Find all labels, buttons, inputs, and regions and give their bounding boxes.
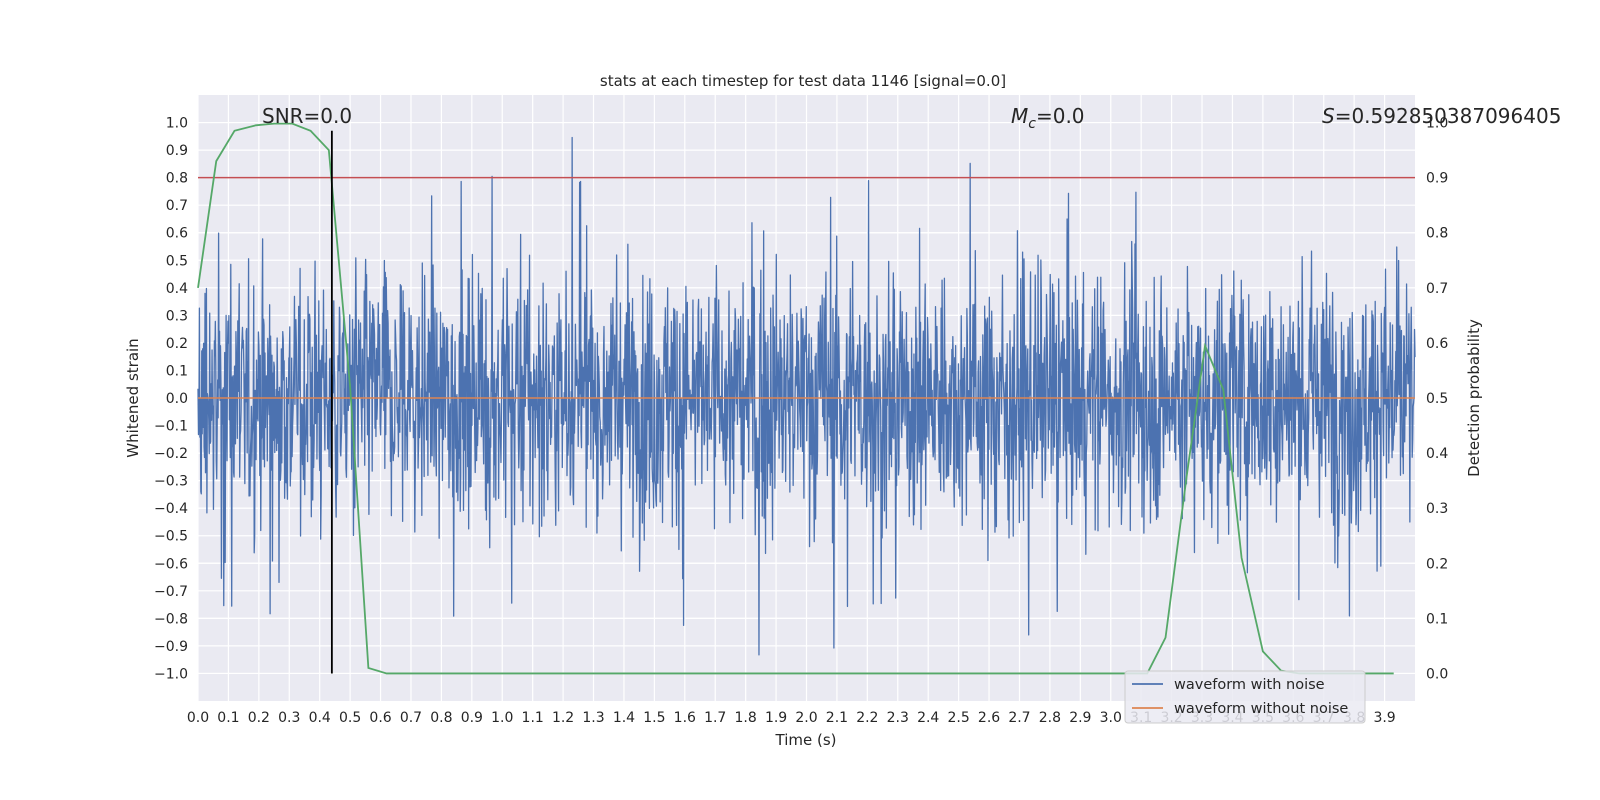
legend: waveform with noise waveform without noi… bbox=[1124, 670, 1366, 724]
probability-trace bbox=[197, 122, 1394, 675]
s-value: =0.592850387096405 bbox=[1335, 104, 1562, 128]
y-tick-label: −0.1 bbox=[154, 419, 188, 435]
legend-box bbox=[1124, 670, 1366, 724]
y2-tick-label: 1.0 bbox=[1426, 116, 1448, 132]
s-annotation: S=0.592850387096405 bbox=[1322, 104, 1561, 128]
y2-axis-label: Detection probability bbox=[1465, 319, 1483, 477]
mc-annotation: Mc=0.0 bbox=[1011, 104, 1085, 132]
x-tick-label: 2.8 bbox=[1039, 710, 1061, 726]
y-tick-label: −0.4 bbox=[154, 501, 188, 517]
y-tick-label: 1.0 bbox=[166, 116, 188, 132]
x-tick-label: 2.3 bbox=[887, 710, 909, 726]
y-tick-label: −1.0 bbox=[154, 666, 188, 682]
x-tick-label: 2.9 bbox=[1069, 710, 1091, 726]
snr-annotation: SNR=0.0 bbox=[262, 104, 352, 128]
x-tick-label: 1.7 bbox=[704, 710, 726, 726]
y2-tick-label: 0.0 bbox=[1426, 666, 1448, 682]
x-tick-label: 3.0 bbox=[1100, 710, 1122, 726]
y-tick-label: 0.7 bbox=[166, 198, 188, 214]
x-tick-label: 3.9 bbox=[1373, 710, 1395, 726]
x-tick-label: 1.5 bbox=[643, 710, 665, 726]
y-tick-label: 0.1 bbox=[166, 363, 188, 379]
y-tick-label: −0.7 bbox=[154, 584, 188, 600]
y-tick-label: −0.9 bbox=[154, 639, 188, 655]
mc-symbol: M bbox=[1011, 104, 1028, 128]
x-tick-label: 1.2 bbox=[552, 710, 574, 726]
x-tick-label: 2.6 bbox=[978, 710, 1000, 726]
chart-title: stats at each timestep for test data 114… bbox=[600, 72, 1006, 90]
y2-tick-label: 0.5 bbox=[1426, 391, 1448, 407]
series-detection-probability bbox=[197, 122, 1394, 675]
y-tick-label: −0.6 bbox=[154, 556, 188, 572]
y-tick-label: 0.6 bbox=[166, 226, 188, 242]
x-tick-label: 0.1 bbox=[217, 710, 239, 726]
x-tick-label: 0.6 bbox=[369, 710, 391, 726]
x-tick-label: 1.6 bbox=[674, 710, 696, 726]
y-tick-label: −0.8 bbox=[154, 611, 188, 627]
x-tick-label: 2.2 bbox=[856, 710, 878, 726]
s-symbol: S bbox=[1322, 104, 1335, 128]
x-tick-label: 1.8 bbox=[735, 710, 757, 726]
y2-tick-labels: 1.0 0.9 0.8 0.7 0.6 0.5 0.4 0.3 0.2 0.1 0.0 bbox=[1426, 116, 1448, 683]
x-tick-label: 0.2 bbox=[248, 710, 270, 726]
mc-value: =0.0 bbox=[1036, 104, 1085, 128]
y-tick-labels: 1.0 0.9 0.8 0.7 0.6 0.5 0.4 0.3 0.2 0.1 0.0 −0.1 −0.… bbox=[154, 116, 188, 683]
y2-tick-label: 0.8 bbox=[1426, 226, 1448, 242]
x-tick-label: 0.9 bbox=[461, 710, 483, 726]
x-tick-label: 2.0 bbox=[795, 710, 817, 726]
y2-tick-label: 0.1 bbox=[1426, 611, 1448, 627]
x-tick-label: 1.4 bbox=[613, 710, 635, 726]
y-axis-label: Whitened strain bbox=[124, 338, 142, 457]
y-tick-label: 0.8 bbox=[166, 171, 188, 187]
y-tick-label: 0.9 bbox=[166, 143, 188, 159]
series-waveform-with-noise bbox=[197, 136, 1416, 656]
x-tick-label: 2.1 bbox=[826, 710, 848, 726]
y2-tick-label: 0.4 bbox=[1426, 446, 1448, 462]
x-tick-label: 2.5 bbox=[947, 710, 969, 726]
noise-trace bbox=[197, 136, 1416, 656]
x-tick-label: 1.3 bbox=[582, 710, 604, 726]
legend-label-noise: waveform with noise bbox=[1174, 677, 1325, 693]
x-tick-label: 2.7 bbox=[1008, 710, 1030, 726]
y-tick-label: −0.3 bbox=[154, 474, 188, 490]
x-tick-label: 0.3 bbox=[278, 710, 300, 726]
x-tick-label: 0.8 bbox=[430, 710, 452, 726]
x-tick-label: 0.7 bbox=[400, 710, 422, 726]
x-tick-label: 0.5 bbox=[339, 710, 361, 726]
x-tick-label: 0.4 bbox=[309, 710, 331, 726]
y2-tick-label: 0.2 bbox=[1426, 556, 1448, 572]
x-tick-label: 2.4 bbox=[917, 710, 939, 726]
x-tick-label: 1.1 bbox=[522, 710, 544, 726]
y-tick-label: 0.0 bbox=[166, 391, 188, 407]
y-tick-label: 0.4 bbox=[166, 281, 188, 297]
y2-tick-label: 0.9 bbox=[1426, 171, 1448, 187]
x-tick-label: 1.0 bbox=[491, 710, 513, 726]
legend-label-clean: waveform without noise bbox=[1174, 701, 1348, 717]
y2-tick-label: 0.3 bbox=[1426, 501, 1448, 517]
x-axis-label: Time (s) bbox=[775, 731, 837, 749]
y-tick-label: −0.2 bbox=[154, 446, 188, 462]
x-tick-label: 1.9 bbox=[765, 710, 787, 726]
x-tick-label: 0.0 bbox=[187, 710, 209, 726]
y2-tick-label: 0.6 bbox=[1426, 336, 1448, 352]
y-tick-label: 0.5 bbox=[166, 253, 188, 269]
y2-tick-label: 0.7 bbox=[1426, 281, 1448, 297]
y-tick-label: 0.3 bbox=[166, 308, 188, 324]
y-tick-label: 0.2 bbox=[166, 336, 188, 352]
y-tick-label: −0.5 bbox=[154, 529, 188, 545]
mc-subscript: c bbox=[1028, 116, 1036, 132]
